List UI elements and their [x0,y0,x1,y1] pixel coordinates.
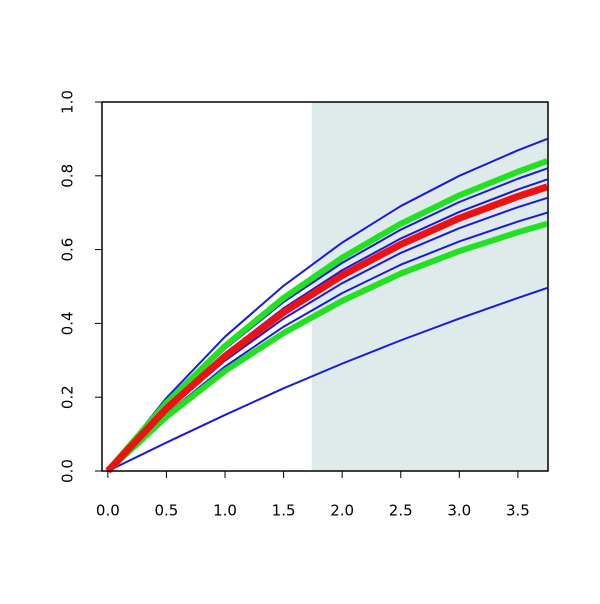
y-tick-label: 0.2 [59,385,77,409]
x-tick-label: 1.0 [213,502,237,520]
y-tick-label: 0.4 [59,311,77,335]
series-line [105,183,549,474]
x-tick-label: 2.5 [389,502,413,520]
series-line [107,287,548,472]
x-tick-label: 0.0 [96,502,120,520]
y-tick-label: 1.0 [59,90,77,114]
shaded-region [311,102,548,471]
y-tick-label: 0.0 [59,459,77,483]
x-tick-label: 1.5 [272,502,296,520]
y-tick-label: 0.8 [59,164,77,188]
x-tick-label: 3.0 [447,502,471,520]
series-line [105,220,549,474]
series-line [107,137,548,472]
x-tick-label: 0.5 [155,502,179,520]
x-tick-label: 3.5 [506,502,530,520]
x-tick-label: 2.0 [330,502,354,520]
series-line [105,158,549,473]
plot-frame [101,101,549,472]
y-tick-label: 0.6 [59,238,77,262]
